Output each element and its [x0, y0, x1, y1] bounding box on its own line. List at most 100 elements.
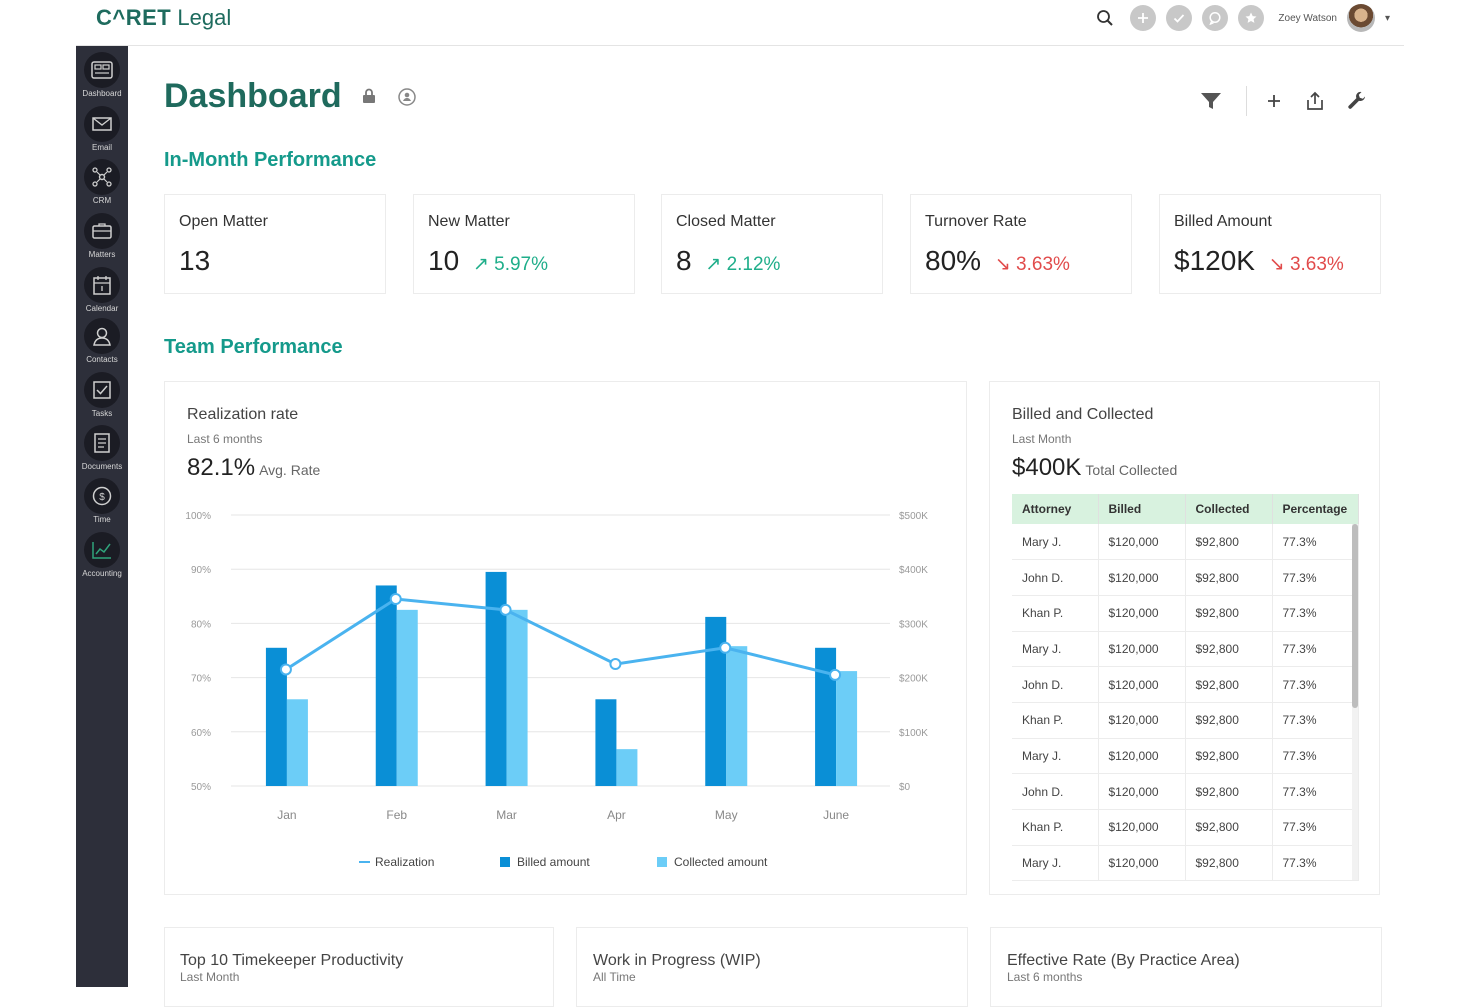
left-axis-tick-label: 50% [191, 782, 211, 793]
user-name[interactable]: Zoey Watson [1278, 12, 1337, 24]
column-header[interactable]: Collected [1185, 494, 1273, 524]
kpi-label: New Matter [428, 213, 510, 230]
card-title: Work in Progress (WIP) [593, 952, 761, 969]
sidebar: Dashboard Email CRM Matters Calendar Con… [76, 46, 128, 987]
column-header[interactable]: Attorney [1012, 494, 1099, 524]
trend-up-icon: ↗ [705, 254, 722, 275]
dashboard-icon [84, 52, 120, 88]
kpi-card-turnover-rate[interactable]: Turnover Rate 80% ↘ 3.63% [910, 194, 1132, 294]
wrench-icon[interactable] [1347, 91, 1367, 111]
table-row[interactable]: John D. $120,000 $92,800 77.3% [1012, 773, 1359, 810]
realization-point [829, 668, 842, 681]
card-subtitle: Last Month [180, 970, 240, 984]
card-title: Billed and Collected [1012, 406, 1154, 423]
table-cell: John D. [1012, 559, 1099, 596]
title-icons [362, 88, 416, 106]
kpi-card-billed-amount[interactable]: Billed Amount $120K ↘ 3.63% [1159, 194, 1381, 294]
avatar[interactable] [1346, 4, 1375, 32]
card-subtitle: Last 6 months [1007, 970, 1083, 984]
sidebar-item-calendar[interactable]: Calendar [76, 263, 128, 317]
share-icon[interactable] [1305, 91, 1325, 111]
filter-icon[interactable] [1200, 91, 1222, 111]
sidebar-item-label: CRM [92, 196, 112, 205]
table-cell: 77.3% [1272, 524, 1359, 561]
sidebar-item-tasks[interactable]: Tasks [76, 368, 128, 422]
trend-up-icon: ↗ [472, 254, 489, 275]
check-icon[interactable] [1166, 5, 1193, 31]
right-axis-tick-label: $200K [899, 674, 928, 685]
collected-bar [836, 671, 858, 786]
kpi-label: Closed Matter [676, 213, 776, 230]
kpi-delta-value: 5.97% [494, 254, 549, 275]
kpi-label: Open Matter [179, 213, 268, 230]
calendar-icon [84, 267, 120, 303]
sidebar-item-label: Contacts [86, 355, 118, 364]
table-row[interactable]: Khan P. $120,000 $92,800 77.3% [1012, 702, 1359, 739]
collected-bar [506, 609, 528, 786]
table-cell: 77.3% [1272, 738, 1359, 775]
card-big-value: 82.1% Avg. Rate [187, 454, 320, 482]
card-subtitle: Last 6 months [187, 432, 263, 446]
star-icon[interactable] [1238, 5, 1265, 31]
column-header[interactable]: Billed [1098, 494, 1186, 524]
kpi-card-closed-matter[interactable]: Closed Matter 8 ↗ 2.12% [661, 194, 883, 294]
table-row[interactable]: Mary J. $120,000 $92,800 77.3% [1012, 631, 1359, 668]
table-cell: Khan P. [1012, 595, 1099, 632]
table-cell: $92,800 [1185, 773, 1273, 810]
app-logo[interactable]: C^RET Legal [96, 5, 231, 31]
table-row[interactable]: John D. $120,000 $92,800 77.3% [1012, 666, 1359, 703]
kpi-value: $120K [1174, 245, 1255, 276]
realization-point [279, 663, 292, 676]
briefcase-icon [84, 213, 120, 249]
kpi-value: 80% [925, 245, 982, 276]
sidebar-item-dashboard[interactable]: Dashboard [76, 48, 128, 102]
sidebar-item-accounting[interactable]: Accounting [76, 528, 128, 582]
sidebar-item-label: Tasks [91, 409, 113, 418]
table-scrollbar[interactable] [1352, 524, 1358, 708]
collected-bar [616, 749, 638, 786]
left-axis-tick-label: 70% [191, 674, 211, 685]
chevron-down-icon[interactable]: ▾ [1384, 12, 1390, 24]
table-row[interactable]: John D. $120,000 $92,800 77.3% [1012, 559, 1359, 596]
add-icon[interactable] [1130, 5, 1157, 31]
kpi-delta-value: 2.12% [726, 254, 781, 275]
column-header[interactable]: Percentage [1272, 494, 1359, 524]
search-icon[interactable] [1096, 9, 1114, 27]
kpi-value-row: $120K ↘ 3.63% [1174, 245, 1344, 277]
sidebar-item-matters[interactable]: Matters [76, 209, 128, 263]
kpi-card-new-matter[interactable]: New Matter 10 ↗ 5.97% [413, 194, 635, 294]
sidebar-item-crm[interactable]: CRM [76, 155, 128, 209]
table-row[interactable]: Mary J. $120,000 $92,800 77.3% [1012, 738, 1359, 775]
sidebar-item-time[interactable]: $ Time [76, 474, 128, 528]
table-row[interactable]: Khan P. $120,000 $92,800 77.3% [1012, 595, 1359, 632]
card-title: Top 10 Timekeeper Productivity [180, 952, 404, 969]
sidebar-item-documents[interactable]: Documents [76, 421, 128, 475]
table-row[interactable]: Mary J. $120,000 $92,800 77.3% [1012, 845, 1359, 882]
lock-icon[interactable] [362, 88, 376, 106]
section-heading-in-month: In-Month Performance [164, 149, 377, 171]
right-axis-tick-label: $400K [899, 565, 928, 576]
billed-collected-card: Billed and Collected Last Month $400K Tot… [989, 381, 1380, 895]
shield-user-icon[interactable] [398, 88, 416, 106]
kpi-value-row: 80% ↘ 3.63% [925, 245, 1070, 277]
total-collected-label: Total Collected [1085, 462, 1178, 478]
table-cell: $120,000 [1098, 595, 1186, 632]
add-widget-icon[interactable] [1265, 92, 1283, 110]
kpi-card-open-matter[interactable]: Open Matter 13 [164, 194, 386, 294]
billed-bar [485, 571, 507, 786]
table-row[interactable]: Mary J. $120,000 $92,800 77.3% [1012, 524, 1359, 561]
table-cell: $92,800 [1185, 524, 1273, 561]
sidebar-item-contacts[interactable]: Contacts [76, 314, 128, 368]
right-axis-tick-label: $100K [899, 728, 928, 739]
chat-icon[interactable] [1202, 5, 1229, 31]
legend-swatch-collected [657, 857, 667, 867]
billed-bar [705, 616, 727, 786]
sidebar-item-label: Dashboard [82, 89, 122, 98]
sidebar-item-email[interactable]: Email [76, 102, 128, 156]
table-row[interactable]: Khan P. $120,000 $92,800 77.3% [1012, 809, 1359, 846]
left-axis-tick-label: 90% [191, 565, 211, 576]
table-cell: $120,000 [1098, 631, 1186, 668]
sidebar-item-label: Documents [81, 462, 123, 471]
x-axis-tick-label: Feb [386, 808, 407, 822]
top-right-tools: Zoey Watson ▾ [1096, 4, 1390, 32]
